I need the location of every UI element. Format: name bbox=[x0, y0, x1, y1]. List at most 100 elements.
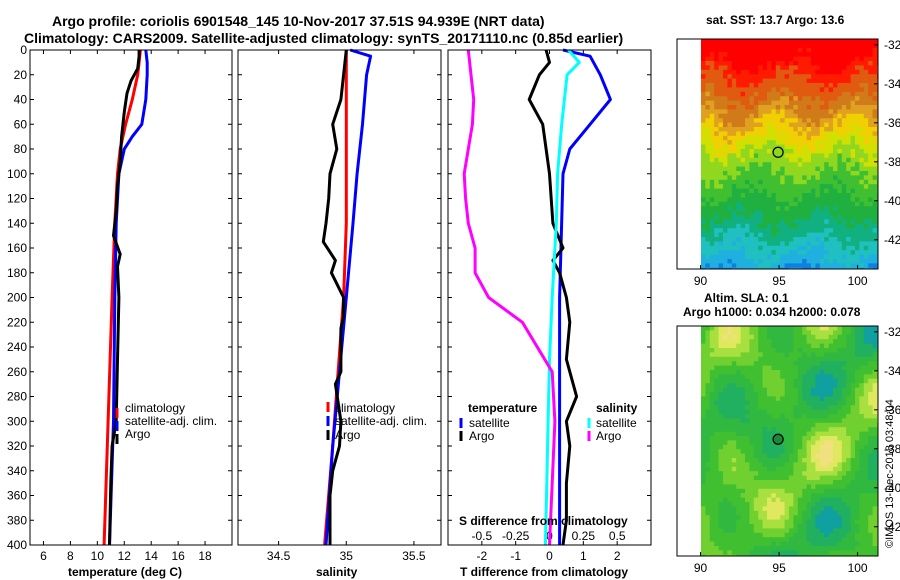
map-cell bbox=[828, 453, 834, 459]
map-cell bbox=[863, 65, 869, 71]
map-cell bbox=[828, 475, 834, 481]
map-cell bbox=[833, 528, 838, 534]
lat-tick-label: -42 bbox=[884, 520, 900, 534]
map-cell bbox=[736, 109, 741, 115]
map-cell bbox=[841, 510, 847, 516]
map-cell bbox=[802, 497, 807, 503]
map-cell bbox=[811, 43, 816, 49]
map-cell bbox=[701, 392, 706, 397]
map-cell bbox=[824, 330, 829, 336]
map-cell bbox=[811, 414, 816, 419]
map-cell bbox=[731, 444, 737, 450]
map-cell bbox=[749, 61, 755, 66]
map-cell bbox=[868, 352, 873, 358]
map-cell bbox=[811, 515, 816, 520]
map-cell bbox=[709, 550, 715, 556]
map-cell bbox=[806, 554, 812, 556]
map-cell bbox=[802, 188, 807, 194]
map-cell bbox=[740, 405, 746, 410]
map-cell bbox=[745, 250, 750, 255]
map-cell bbox=[846, 370, 851, 375]
map-cell bbox=[855, 219, 860, 225]
map-cell bbox=[815, 223, 821, 229]
map-cell bbox=[727, 537, 733, 542]
map-cell bbox=[837, 263, 843, 269]
map-cell bbox=[833, 352, 838, 358]
map-cell bbox=[850, 524, 856, 529]
map-cell bbox=[753, 480, 759, 485]
map-cell bbox=[802, 201, 807, 207]
map-cell bbox=[701, 171, 706, 176]
map-cell bbox=[705, 228, 711, 233]
legend-satellite-adj: satellite-adj. clim. bbox=[335, 414, 427, 428]
map-cell bbox=[824, 400, 829, 406]
map-cell bbox=[736, 427, 741, 432]
map-cell bbox=[714, 109, 719, 115]
map-cell bbox=[705, 56, 711, 62]
map-cell bbox=[709, 237, 715, 242]
map-cell bbox=[872, 78, 878, 84]
map-cell bbox=[841, 453, 847, 459]
map-cell bbox=[753, 405, 759, 410]
map-cell bbox=[789, 330, 794, 336]
map-cell bbox=[797, 493, 803, 498]
map-cell bbox=[740, 135, 746, 141]
map-cell bbox=[727, 440, 733, 446]
map-cell bbox=[793, 179, 799, 185]
map-cell bbox=[824, 188, 829, 194]
map-cell bbox=[709, 52, 715, 57]
map-cell bbox=[819, 409, 825, 415]
map-cell bbox=[797, 497, 803, 503]
map-cell bbox=[806, 188, 812, 194]
map-cell bbox=[753, 488, 759, 494]
map-cell bbox=[850, 197, 856, 203]
map-cell bbox=[753, 157, 759, 163]
map-cell bbox=[859, 206, 865, 211]
map-cell bbox=[780, 510, 785, 516]
map-cell bbox=[714, 171, 719, 176]
map-cell bbox=[850, 39, 856, 44]
map-cell bbox=[819, 43, 825, 49]
map-cell bbox=[833, 201, 838, 207]
map-cell bbox=[718, 484, 724, 490]
x-tick-label: 14 bbox=[145, 549, 159, 563]
map-cell bbox=[745, 510, 750, 516]
map-cell bbox=[819, 74, 825, 79]
map-cell bbox=[762, 175, 768, 181]
map-cell bbox=[767, 100, 772, 106]
map-cell bbox=[837, 96, 843, 101]
map-cell bbox=[758, 157, 763, 163]
map-cell bbox=[793, 392, 799, 397]
map-cell bbox=[815, 497, 821, 503]
map-cell bbox=[705, 405, 711, 410]
map-cell bbox=[806, 453, 812, 459]
map-cell bbox=[868, 197, 873, 203]
map-cell bbox=[758, 480, 763, 485]
map-cell bbox=[841, 122, 847, 128]
map-cell bbox=[859, 109, 865, 115]
map-cell bbox=[828, 392, 834, 397]
map-cell bbox=[815, 135, 821, 141]
map-cell bbox=[828, 550, 834, 556]
map-cell bbox=[863, 554, 869, 556]
map-cell bbox=[745, 241, 750, 247]
map-cell bbox=[833, 184, 838, 189]
map-cell bbox=[806, 348, 812, 353]
map-cell bbox=[855, 237, 860, 242]
map-cell bbox=[850, 444, 856, 450]
map-cell bbox=[793, 532, 799, 538]
map-cell bbox=[740, 546, 746, 551]
map-cell bbox=[793, 267, 799, 269]
map-cell bbox=[723, 263, 728, 269]
map-cell bbox=[859, 127, 865, 132]
map-cell bbox=[815, 453, 821, 459]
map-cell bbox=[806, 330, 812, 336]
map-cell bbox=[828, 352, 834, 358]
map-cell bbox=[824, 179, 829, 185]
imos-credit: ©IMOS 13-Dec-2018 03:48:04 bbox=[884, 399, 896, 548]
map-cell bbox=[802, 493, 807, 498]
map-cell bbox=[709, 524, 715, 529]
map-cell bbox=[771, 219, 777, 225]
map-cell bbox=[767, 250, 772, 255]
map-cell bbox=[723, 383, 728, 388]
